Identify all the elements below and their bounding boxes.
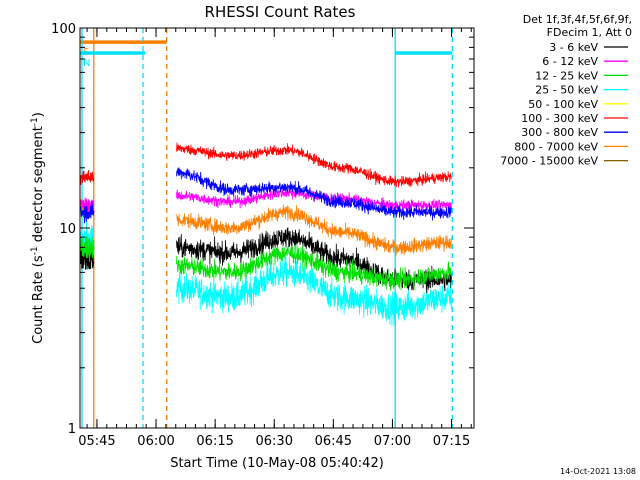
plot-frame [79,27,475,429]
legend-label: 300 - 800 keV [521,126,598,139]
y-axis-label-sup2: -1 [30,117,40,126]
x-tick-label: 06:00 [137,434,174,449]
y-axis-label-end: ) [31,112,46,117]
chart-title: RHESSI Count Rates [205,3,356,21]
legend-label: 800 - 7000 keV [514,140,598,153]
y-tick-label: 1 [68,422,76,437]
footer-timestamp: 14-Oct-2021 13:08 [560,467,636,476]
legend-label: 25 - 50 keV [535,84,598,97]
x-tick-label: 06:30 [256,434,293,449]
series-post-2 [176,242,452,291]
y-axis-label: Count Rate (s-1 detector segment-1) [30,112,46,344]
x-axis-label: Start Time (10-May-08 05:40:42) [170,456,384,471]
legend-label: 50 - 100 keV [528,98,598,111]
series-post-6 [176,167,452,221]
series-pre-6 [80,201,95,224]
series-post-0 [176,227,452,294]
x-tick-label: 07:15 [433,434,470,449]
legend-label: 12 - 25 keV [535,69,598,82]
series-post-3 [176,256,452,326]
x-tick-label: 07:00 [374,434,411,449]
legend-header-line-1: Det 1f,3f,4f,5f,6f,9f, [523,13,632,26]
series-pre-2 [80,235,95,262]
legend: Det 1f,3f,4f,5f,6f,9f, FDecim 1, Att 0 3… [500,13,632,168]
y-tick-label: 10 [59,222,76,237]
series-post-7 [176,204,452,257]
legend-label: 6 - 12 keV [542,55,598,68]
y-axis-label-sup1: -1 [30,246,40,255]
y-axis-label-mid: detector segment [31,126,46,246]
legend-header-line-2: FDecim 1, Att 0 [547,26,632,39]
legend-label: 100 - 300 keV [521,112,598,125]
x-tick-label: 05:45 [78,434,115,449]
y-tick-label: 100 [51,22,76,37]
x-tick-label: 06:15 [196,434,233,449]
marker-label-n: N [83,58,90,69]
legend-label: 3 - 6 keV [549,41,598,54]
legend-label: 7000 - 15000 keV [500,155,598,168]
x-tick-label: 06:45 [315,434,352,449]
y-axis-label-main: Count Rate (s [31,255,46,344]
series-pre-5 [80,170,95,185]
series-post-5 [176,142,452,188]
